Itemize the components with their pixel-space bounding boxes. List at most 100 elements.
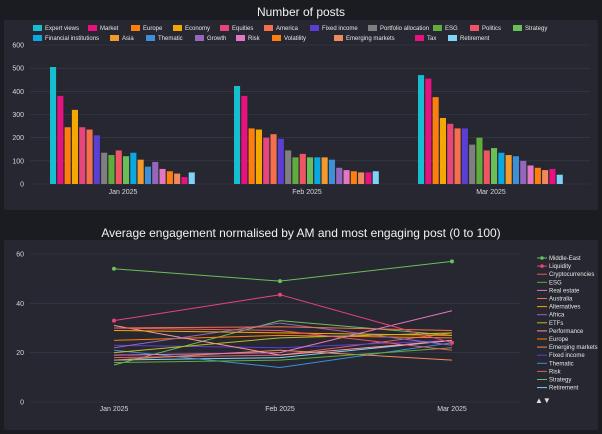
bar-legend-swatch [368, 25, 377, 31]
bar-america-jan-2025 [86, 129, 93, 184]
bar-esg-feb-2025 [292, 157, 299, 184]
bar-legend-swatch [470, 25, 479, 31]
line-point-middle-east [278, 279, 282, 284]
line-chart-panel [4, 240, 598, 430]
line-series-real-estate [113, 310, 453, 356]
bar-risk-jan-2025 [159, 168, 166, 184]
line-legend-label: Fixed income [549, 353, 585, 359]
bar-expert-views-jan-2025 [50, 67, 57, 184]
line-series-middle-east [113, 260, 453, 282]
bar-legend-label: America [276, 26, 299, 32]
bar-legend-swatch [33, 25, 42, 31]
line-legend-label: ESG [549, 280, 562, 286]
bar-growth-jan-2025 [152, 161, 159, 184]
bar-legend-label: Economy [185, 26, 210, 32]
bar-legend-label: Politics [482, 26, 501, 32]
bar-legend-label: Fixed income [322, 26, 358, 32]
bar-legend-label: Expert views [45, 26, 79, 32]
bar-y-tick-label: 0 [20, 182, 24, 189]
bar-politics-jan-2025 [115, 150, 122, 184]
bar-portfolio-allocation-jan-2025 [101, 152, 108, 184]
bar-economy-feb-2025 [255, 129, 262, 184]
bar-y-tick-label: 600 [12, 43, 24, 50]
line-legend-label: Alternatives [549, 305, 580, 311]
bar-legend-label: Thematic [158, 36, 183, 42]
bar-legend-label: Market [100, 26, 119, 32]
bar-asia-feb-2025 [321, 157, 328, 184]
bar-legend-label: Emerging markets [346, 36, 395, 42]
line-legend-label: Europe [549, 337, 569, 343]
bar-asia-mar-2025 [505, 155, 512, 184]
line-legend-label: Risk [549, 369, 562, 375]
bar-volatility-feb-2025 [350, 171, 357, 184]
bar-legend-swatch [264, 25, 273, 31]
bar-legend-label: Growth [207, 36, 226, 42]
bar-y-tick-label: 400 [12, 89, 24, 96]
bar-fixed-income-feb-2025 [277, 138, 284, 184]
bar-esg-jan-2025 [108, 155, 115, 184]
line-x-tick-label: Feb 2025 [265, 406, 295, 413]
bar-legend-label: Retirement [460, 36, 490, 42]
bar-legend-label: Volatility [284, 36, 306, 42]
bar-x-tick-label: Jan 2025 [109, 189, 138, 196]
bar-legend-label: Equities [232, 26, 253, 32]
line-y-tick-label: 40 [16, 301, 24, 308]
bar-equities-feb-2025 [263, 137, 270, 184]
bar-legend-swatch [334, 35, 343, 41]
bar-portfolio-allocation-mar-2025 [469, 144, 476, 184]
line-x-tick-label: Mar 2025 [437, 406, 467, 413]
bar-legend-label: Tax [427, 36, 436, 42]
bar-retirement-mar-2025 [556, 174, 563, 184]
bar-politics-mar-2025 [483, 150, 490, 184]
line-series-alternatives [113, 329, 453, 336]
bar-strategy-mar-2025 [491, 148, 498, 184]
bar-financial-institutions-feb-2025 [314, 157, 321, 184]
line-point-middle-east [112, 266, 116, 271]
bar-america-mar-2025 [454, 128, 461, 184]
line-legend-label: Emerging markets [549, 345, 598, 351]
line-legend-label: Strategy [549, 378, 571, 384]
bar-strategy-feb-2025 [307, 157, 314, 184]
bar-legend-label: Portfolio allocation [380, 26, 429, 32]
bar-legend-swatch [310, 25, 319, 31]
line-series-retirement [113, 339, 453, 361]
bar-legend-swatch [88, 25, 97, 31]
bar-emerging-markets-mar-2025 [542, 170, 549, 184]
line-point-middle-east [450, 259, 454, 264]
bar-y-tick-label: 200 [12, 135, 24, 142]
bar-financial-institutions-jan-2025 [130, 152, 137, 184]
bar-legend-swatch [448, 35, 457, 41]
bar-emerging-markets-jan-2025 [174, 173, 181, 184]
bar-emerging-markets-feb-2025 [358, 172, 365, 184]
bar-portfolio-allocation-feb-2025 [285, 150, 292, 184]
bar-growth-mar-2025 [520, 160, 527, 184]
bar-legend-swatch [146, 35, 155, 41]
bar-thematic-feb-2025 [328, 159, 335, 184]
line-legend-label: Performance [549, 329, 584, 335]
bar-y-tick-label: 300 [12, 112, 24, 119]
line-x-tick-label: Jan 2025 [100, 406, 129, 413]
bar-legend-swatch [33, 35, 42, 41]
bar-asia-jan-2025 [137, 159, 144, 184]
bar-x-tick-label: Mar 2025 [476, 189, 506, 196]
bar-market-feb-2025 [241, 95, 248, 184]
line-chart-title: Average engagement normalised by AM and … [101, 226, 501, 240]
line-series-africa [113, 322, 453, 349]
bar-legend-label: Financial institutions [45, 36, 99, 42]
bar-america-feb-2025 [270, 134, 277, 184]
bar-legend-swatch [415, 35, 424, 41]
line-legend-label: Australia [549, 297, 573, 303]
bar-economy-jan-2025 [71, 109, 78, 184]
bar-europe-jan-2025 [64, 127, 71, 184]
bar-europe-mar-2025 [432, 97, 439, 184]
bar-europe-feb-2025 [248, 128, 255, 184]
bar-retirement-jan-2025 [188, 172, 195, 184]
bar-legend-swatch [110, 35, 119, 41]
line-point-liquidity [112, 318, 116, 323]
line-series-australia [113, 326, 453, 331]
bar-legend-swatch [513, 25, 522, 31]
line-legend-label: Retirement [549, 386, 579, 392]
line-y-tick-label: 60 [16, 252, 24, 259]
legend-pager-arrows[interactable]: ▲▼ [535, 396, 551, 405]
